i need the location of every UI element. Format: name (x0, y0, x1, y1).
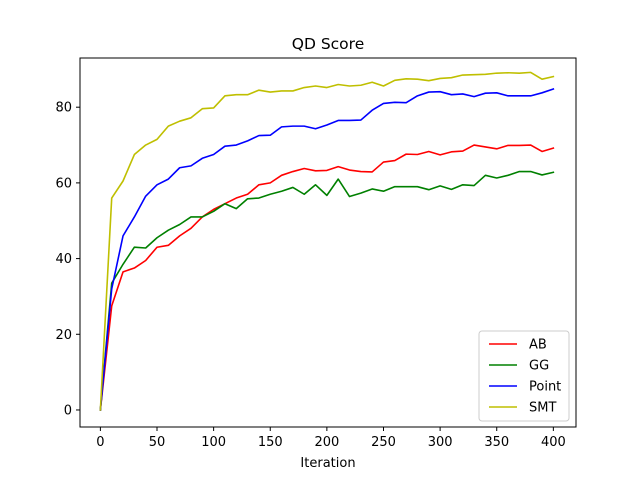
y-tick-label: 0 (64, 403, 72, 418)
legend-box (478, 330, 570, 422)
x-tick-label: 250 (371, 435, 396, 450)
legend-label-ab: AB (529, 338, 547, 353)
x-tick-label: 200 (314, 435, 339, 450)
x-tick-label: 150 (258, 435, 283, 450)
series-line-point (99, 88, 555, 411)
plot-frame (79, 57, 577, 428)
legend: AB GG Point SMT (478, 330, 570, 422)
x-tick-label: 400 (541, 435, 566, 450)
x-tick-label: 300 (428, 435, 453, 450)
legend-label-gg: GG (529, 359, 549, 374)
x-tick-label: 0 (96, 435, 104, 450)
y-tick-label: 20 (55, 328, 72, 343)
x-tick-label: 350 (484, 435, 509, 450)
chart-title: QD Score (292, 35, 364, 53)
x-axis: 0 50 100 150 200 250 300 350 400 (96, 427, 566, 450)
x-axis-label: Iteration (300, 456, 355, 471)
series-line-smt (99, 71, 555, 411)
y-tick-label: 60 (55, 176, 72, 191)
legend-label-point: Point (529, 380, 561, 395)
series-layer (99, 71, 555, 411)
series-line-gg (99, 170, 555, 411)
legend-items: AB GG Point SMT (489, 338, 561, 416)
series-line-ab (99, 144, 555, 411)
x-tick-label: 100 (201, 435, 226, 450)
y-tick-label: 40 (55, 252, 72, 267)
legend-label-smt: SMT (529, 401, 556, 416)
y-axis: 0 20 40 60 80 (55, 101, 80, 418)
y-tick-label: 80 (55, 101, 72, 116)
x-tick-label: 50 (149, 435, 166, 450)
